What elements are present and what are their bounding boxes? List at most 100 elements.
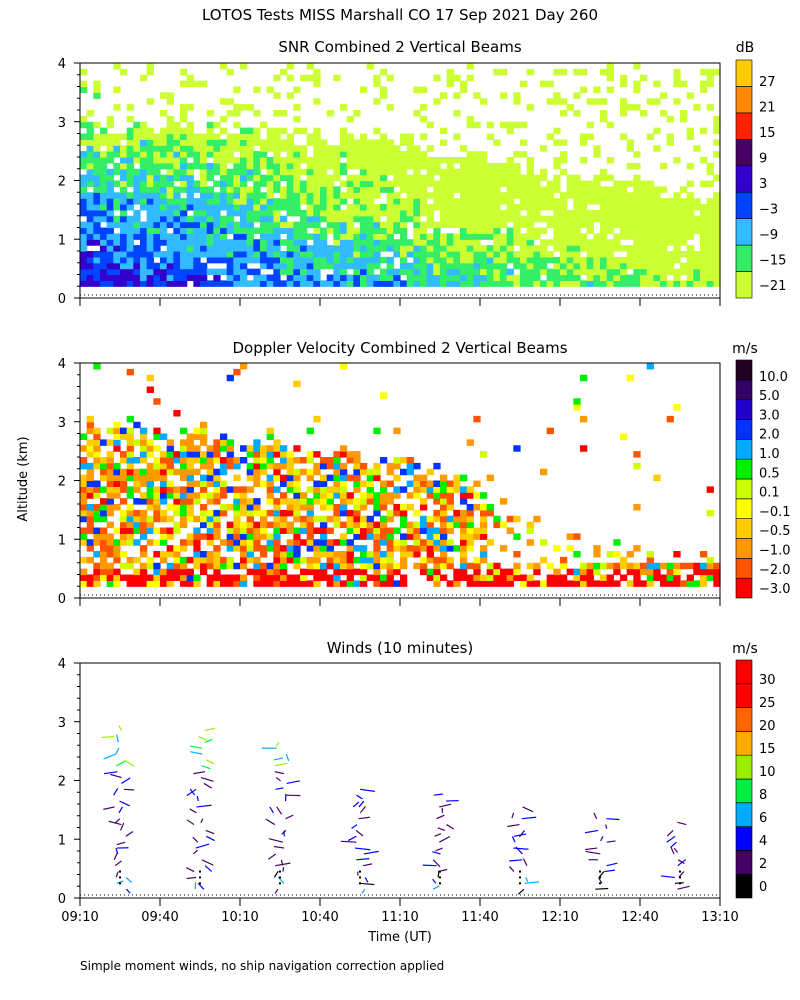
snr-cell	[406, 186, 414, 193]
doppler-cell	[146, 574, 154, 581]
doppler-cell	[340, 521, 348, 529]
snr-cell	[360, 151, 368, 158]
doppler-cell	[140, 480, 148, 487]
snr-cell	[266, 127, 274, 135]
doppler-cell	[353, 486, 361, 493]
doppler-cell	[320, 574, 328, 581]
snr-cell	[173, 145, 181, 152]
doppler-cell	[226, 486, 234, 493]
snr-cell	[366, 186, 374, 193]
snr-cell	[686, 198, 694, 205]
snr-cell	[266, 251, 274, 258]
snr-cell	[280, 262, 288, 270]
doppler-cell	[686, 580, 694, 587]
snr-cell	[80, 115, 88, 123]
colorbar-swatch	[735, 659, 753, 685]
doppler-cell	[260, 468, 268, 476]
snr-cell	[286, 151, 294, 158]
snr-cell	[420, 221, 428, 229]
doppler-cell	[453, 480, 461, 487]
doppler-cell	[240, 574, 248, 581]
doppler-cell	[293, 545, 301, 552]
doppler-cell	[280, 580, 288, 587]
snr-cell	[420, 245, 428, 252]
doppler-cell	[313, 527, 321, 534]
snr-cell	[453, 110, 461, 117]
doppler-cell	[213, 457, 221, 464]
snr-cell	[166, 127, 174, 135]
doppler-cell	[233, 574, 241, 581]
snr-cell	[86, 262, 94, 270]
doppler-cell	[213, 562, 221, 570]
doppler-cell	[373, 551, 381, 558]
snr-cell	[113, 192, 121, 199]
snr-cell	[206, 215, 214, 223]
snr-cell	[240, 245, 248, 252]
snr-cell	[486, 186, 494, 193]
snr-cell	[246, 151, 254, 158]
snr-cell	[433, 268, 441, 276]
snr-cell	[106, 245, 114, 252]
snr-cell	[360, 245, 368, 252]
doppler-cell	[573, 551, 581, 558]
wind-barb	[273, 845, 285, 849]
doppler-cell	[80, 433, 88, 440]
doppler-cell	[533, 580, 541, 587]
snr-cell	[460, 204, 468, 211]
snr-cell	[586, 198, 594, 205]
snr-cell	[293, 227, 301, 234]
snr-cell	[260, 251, 268, 258]
doppler-cell	[586, 562, 594, 570]
snr-cell	[386, 168, 394, 176]
snr-cell	[260, 221, 268, 229]
doppler-cell	[340, 451, 348, 458]
doppler-cell	[480, 492, 488, 499]
snr-cell	[360, 280, 368, 287]
doppler-cell	[353, 457, 361, 464]
doppler-cell	[273, 515, 281, 523]
snr-cell	[460, 233, 468, 240]
snr-cell	[200, 268, 208, 276]
doppler-cell	[160, 556, 168, 564]
doppler-cell	[160, 498, 168, 505]
snr-cell	[80, 68, 88, 76]
snr-cell	[180, 239, 188, 246]
snr-cell	[700, 274, 708, 281]
snr-cell	[613, 245, 621, 252]
snr-cell	[620, 186, 628, 193]
snr-cell	[466, 256, 474, 264]
snr-cell	[186, 233, 194, 240]
snr-cell	[706, 233, 714, 240]
snr-cell	[133, 280, 141, 287]
snr-cell	[473, 186, 481, 193]
doppler-cell	[153, 445, 161, 452]
doppler-cell	[200, 427, 208, 435]
snr-cell	[146, 127, 154, 135]
snr-cell	[193, 251, 201, 258]
wind-barb	[268, 838, 284, 843]
doppler-cell	[340, 551, 348, 558]
snr-cell	[553, 280, 561, 287]
doppler-cell	[373, 468, 381, 476]
wind-base-marker	[599, 882, 601, 885]
doppler-cell	[286, 539, 294, 546]
snr-cell	[560, 251, 568, 258]
snr-cell	[520, 151, 528, 158]
doppler-cell	[446, 556, 454, 564]
colorbar-swatch	[735, 558, 753, 579]
snr-cell	[140, 251, 148, 258]
doppler-cell	[306, 468, 314, 476]
doppler-cell	[460, 574, 468, 581]
snr-cell	[586, 268, 594, 276]
snr-cell	[506, 162, 514, 170]
doppler-cell	[193, 539, 201, 546]
doppler-cell	[226, 457, 234, 464]
snr-cell	[273, 92, 281, 99]
doppler-cell	[680, 580, 688, 587]
snr-cell	[660, 233, 668, 240]
snr-cell	[153, 221, 161, 229]
snr-cell	[80, 227, 88, 234]
snr-cell	[193, 221, 201, 229]
doppler-cell	[186, 574, 194, 581]
doppler-cell	[106, 480, 114, 487]
